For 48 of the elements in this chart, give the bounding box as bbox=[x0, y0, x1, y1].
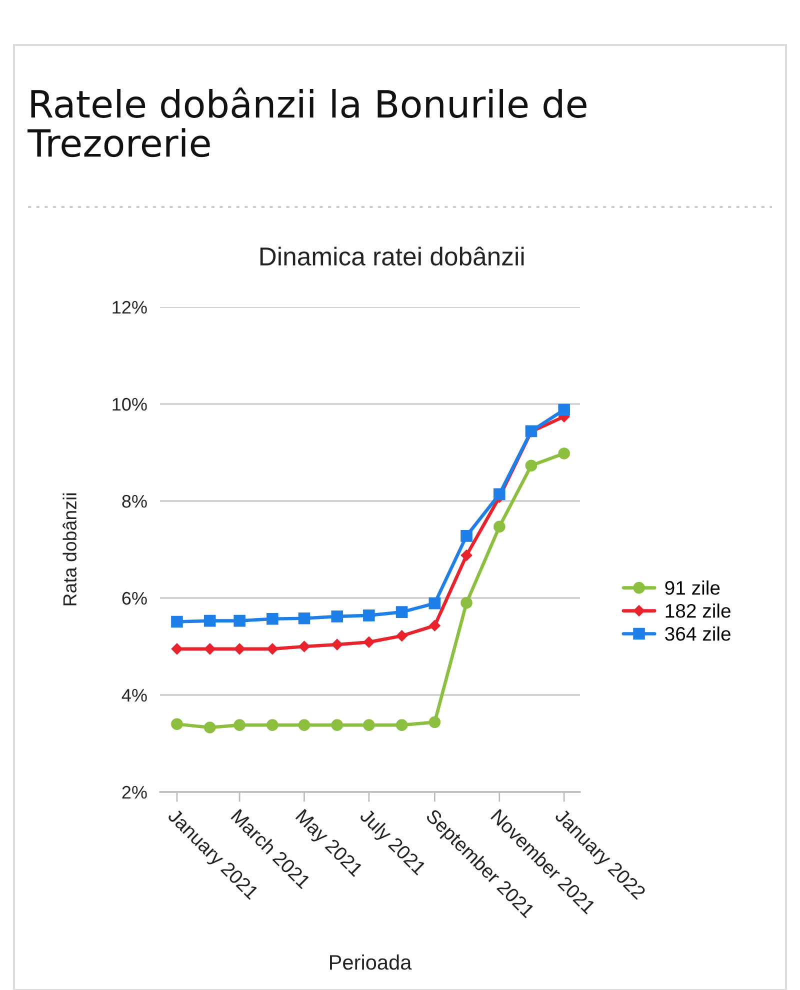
legend-label: 91 zile bbox=[665, 580, 720, 595]
y-tick-label: 10% bbox=[112, 398, 147, 411]
point bbox=[171, 718, 183, 730]
point bbox=[558, 404, 570, 416]
chart-title: Ratele dobânzii la Bonurile de Trezorerie bbox=[28, 88, 586, 158]
point bbox=[234, 719, 246, 731]
point bbox=[204, 643, 216, 655]
point bbox=[171, 616, 183, 628]
y-tick-label: 4% bbox=[122, 689, 147, 702]
point bbox=[429, 620, 440, 632]
point bbox=[204, 614, 216, 627]
point bbox=[331, 610, 344, 622]
point bbox=[234, 614, 246, 627]
legend-label: 364 zile bbox=[665, 626, 730, 641]
point bbox=[204, 722, 216, 734]
point bbox=[266, 643, 278, 655]
point bbox=[266, 612, 278, 625]
point bbox=[298, 612, 310, 624]
point bbox=[460, 530, 472, 542]
point bbox=[298, 719, 310, 731]
point bbox=[332, 638, 343, 650]
y-tick-label: 8% bbox=[122, 494, 147, 508]
point bbox=[298, 640, 310, 652]
point bbox=[363, 719, 375, 731]
legend-label: 182 zile bbox=[666, 603, 730, 618]
y-tick-label: 12% bbox=[112, 300, 147, 314]
point bbox=[460, 596, 472, 609]
chart-subtitle: Dinamica ratei dobânzii bbox=[260, 246, 524, 266]
point bbox=[493, 520, 506, 533]
x-axis-title: Perioada bbox=[330, 954, 412, 970]
point bbox=[460, 550, 472, 561]
point bbox=[428, 597, 441, 610]
point bbox=[266, 719, 278, 731]
point bbox=[525, 460, 538, 472]
point bbox=[396, 630, 408, 642]
y-axis-title: Rata dobânzii bbox=[62, 493, 76, 606]
point bbox=[493, 488, 506, 500]
point bbox=[363, 610, 375, 622]
y-tick-label: 6% bbox=[122, 592, 147, 605]
point bbox=[558, 448, 570, 460]
point bbox=[363, 636, 375, 648]
y-tick-label: 2% bbox=[122, 786, 147, 799]
point bbox=[396, 606, 408, 618]
point bbox=[428, 716, 441, 728]
point bbox=[331, 719, 344, 731]
point bbox=[171, 643, 183, 655]
point bbox=[396, 719, 408, 731]
point bbox=[234, 643, 246, 655]
